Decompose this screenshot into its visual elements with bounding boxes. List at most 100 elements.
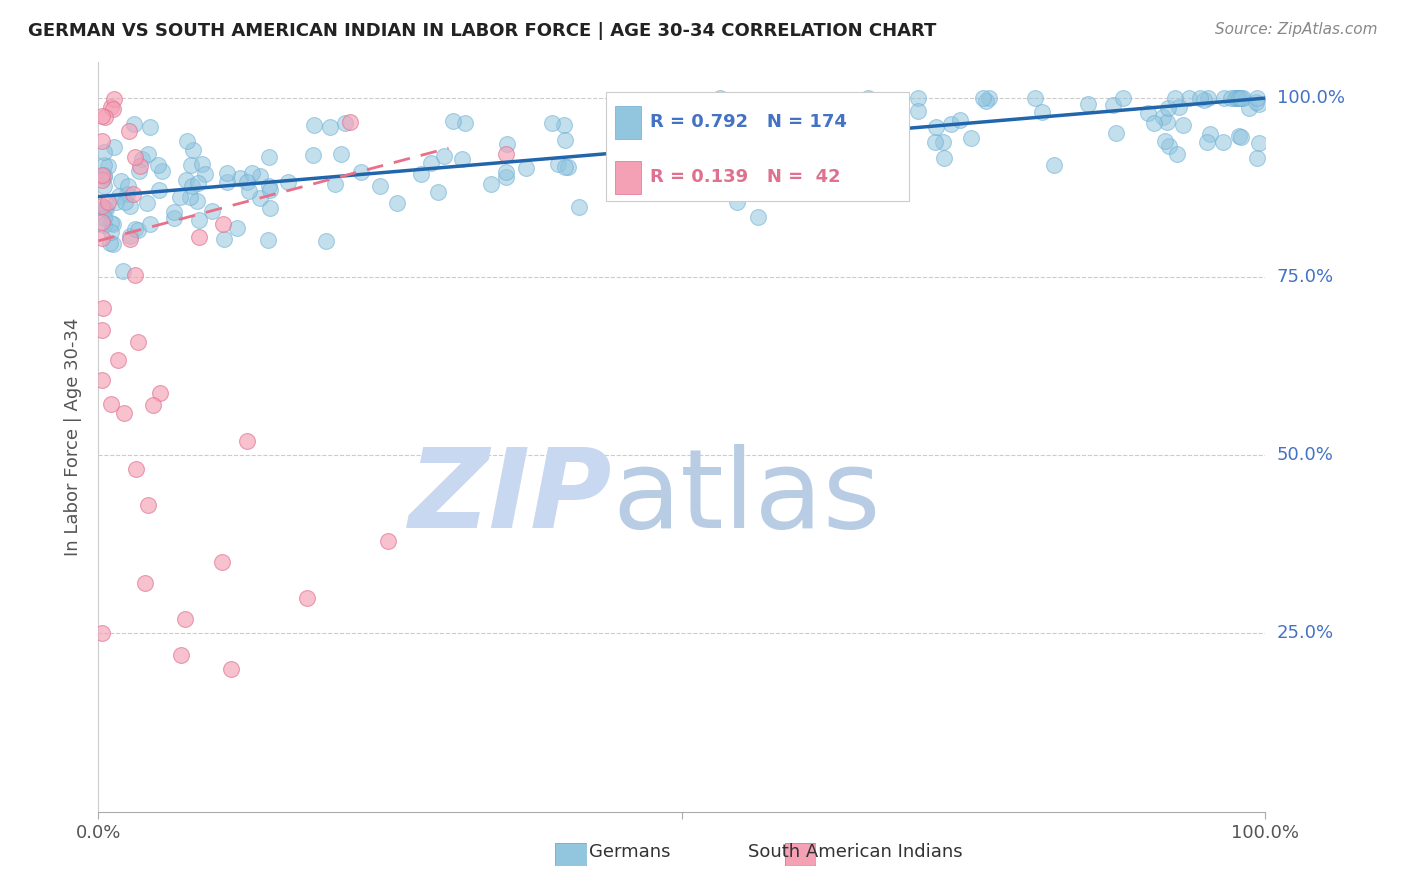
Point — [103, 102, 125, 116]
Point — [856, 91, 879, 105]
Point — [134, 576, 156, 591]
Point — [554, 160, 576, 174]
Point — [97, 195, 120, 210]
Point — [1195, 135, 1218, 149]
Point — [495, 146, 517, 161]
Point — [1249, 96, 1271, 111]
Point — [100, 397, 122, 411]
Point — [131, 152, 153, 166]
Point — [187, 176, 209, 190]
Point — [238, 184, 260, 198]
Point — [1225, 91, 1247, 105]
Point — [1152, 111, 1174, 125]
Point — [201, 204, 224, 219]
Point — [181, 178, 204, 193]
Point — [122, 117, 145, 131]
Text: ZIP: ZIP — [408, 443, 612, 550]
Point — [1237, 101, 1260, 115]
Y-axis label: In Labor Force | Age 30-34: In Labor Force | Age 30-34 — [65, 318, 83, 557]
Point — [100, 217, 122, 231]
Point — [112, 264, 135, 278]
Point — [557, 160, 579, 174]
Point — [94, 202, 117, 216]
Point — [93, 179, 115, 194]
Point — [1246, 151, 1268, 165]
Point — [651, 139, 673, 153]
FancyBboxPatch shape — [616, 106, 641, 139]
Point — [856, 135, 879, 149]
Text: Germans: Germans — [567, 843, 671, 861]
Point — [789, 131, 811, 145]
Point — [107, 352, 129, 367]
Point — [420, 156, 443, 170]
Point — [259, 150, 281, 164]
Text: 100.0%: 100.0% — [1277, 89, 1344, 107]
Point — [1154, 135, 1177, 149]
Point — [1166, 147, 1188, 161]
Point — [93, 170, 115, 185]
Text: 50.0%: 50.0% — [1277, 446, 1333, 464]
Point — [90, 626, 112, 640]
Text: R = 0.792   N = 174: R = 0.792 N = 174 — [651, 113, 848, 131]
Point — [731, 115, 754, 129]
Point — [1227, 91, 1250, 105]
Point — [117, 179, 139, 194]
Point — [226, 220, 249, 235]
Point — [186, 194, 208, 209]
Point — [1164, 91, 1187, 105]
Point — [974, 94, 997, 108]
Point — [169, 648, 191, 662]
Point — [977, 91, 1000, 105]
Point — [1043, 157, 1066, 171]
Point — [830, 95, 852, 109]
Point — [112, 406, 135, 420]
Point — [1199, 127, 1222, 141]
Point — [671, 135, 693, 149]
Point — [820, 155, 842, 169]
Point — [142, 398, 165, 412]
Point — [259, 202, 281, 216]
Point — [249, 169, 271, 183]
Point — [100, 226, 122, 240]
Point — [454, 116, 477, 130]
Point — [90, 373, 112, 387]
Point — [169, 190, 191, 204]
Point — [786, 153, 808, 168]
Point — [834, 94, 856, 108]
Point — [411, 167, 433, 181]
Point — [194, 167, 217, 181]
Point — [97, 159, 120, 173]
Point — [323, 177, 346, 191]
Text: 25.0%: 25.0% — [1277, 624, 1334, 642]
Point — [1188, 91, 1211, 105]
Point — [163, 205, 186, 219]
Point — [1223, 91, 1246, 105]
Point — [1212, 135, 1234, 149]
Point — [93, 158, 115, 172]
Point — [541, 116, 564, 130]
Point — [149, 386, 172, 401]
Point — [136, 498, 159, 512]
Point — [187, 230, 209, 244]
Point — [103, 236, 125, 251]
Point — [179, 189, 201, 203]
Point — [1024, 91, 1046, 105]
Text: South American Indians: South American Indians — [724, 843, 963, 861]
Point — [673, 138, 696, 153]
Point — [553, 118, 575, 132]
Point — [1229, 129, 1251, 144]
Point — [339, 115, 361, 129]
Point — [295, 591, 318, 605]
Point — [315, 234, 337, 248]
Point — [121, 186, 143, 201]
Point — [115, 186, 138, 201]
Point — [240, 166, 263, 180]
Point — [181, 143, 204, 157]
Point — [1192, 93, 1215, 107]
Point — [229, 170, 252, 185]
Point — [318, 120, 340, 134]
Point — [725, 194, 748, 209]
Point — [139, 120, 162, 135]
Point — [1232, 91, 1254, 105]
Point — [1102, 98, 1125, 112]
